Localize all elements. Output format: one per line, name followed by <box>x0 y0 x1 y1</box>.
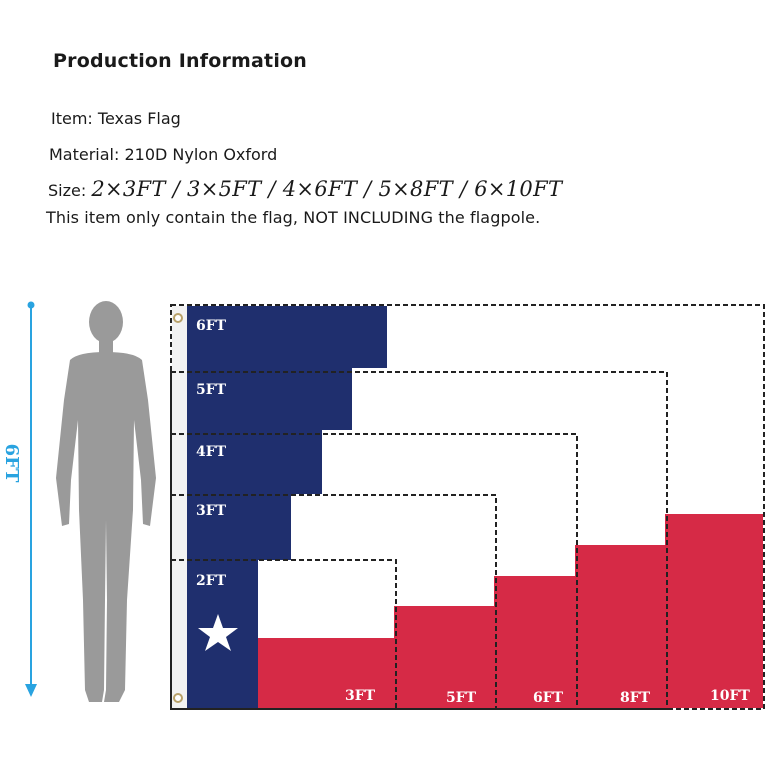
flag-3ft-red <box>258 638 394 708</box>
width-label-5ft: 5FT <box>446 690 477 706</box>
height-label-3ft: 3FT <box>196 503 227 519</box>
star-icon <box>198 614 238 651</box>
height-label-2ft: 2FT <box>196 573 227 589</box>
item-line: Item: Texas Flag <box>51 109 181 128</box>
height-arrow <box>25 301 37 697</box>
grommet-top <box>173 313 183 323</box>
width-label-3ft: 3FT <box>345 688 376 704</box>
size-label: Size: <box>48 181 87 200</box>
human-silhouette-icon <box>56 301 156 702</box>
height-label-5ft: 5FT <box>196 382 227 398</box>
flags-group <box>170 304 765 710</box>
flag-hoist-blue <box>187 306 387 708</box>
height-label-6ft: 6FT <box>196 318 227 334</box>
hoist-strip <box>172 306 187 708</box>
section-heading: Production Information <box>53 50 308 72</box>
material-line: Material: 210D Nylon Oxford <box>49 145 278 164</box>
width-label-8ft: 8FT <box>620 690 651 706</box>
outline-3ft <box>170 559 397 710</box>
width-label-6ft: 6FT <box>533 690 564 706</box>
width-label-10ft: 10FT <box>710 688 750 704</box>
height-label: 6FT <box>1 444 22 483</box>
size-values: 2×3FT / 3×5FT / 4×6FT / 5×8FT / 6×10FT <box>91 177 563 201</box>
size-line: Size: 2×3FT / 3×5FT / 4×6FT / 5×8FT / 6×… <box>48 177 562 201</box>
flagpole-note: This item only contain the flag, NOT INC… <box>46 208 541 227</box>
height-label-4ft: 4FT <box>196 444 227 460</box>
grommet-bottom <box>173 693 183 703</box>
